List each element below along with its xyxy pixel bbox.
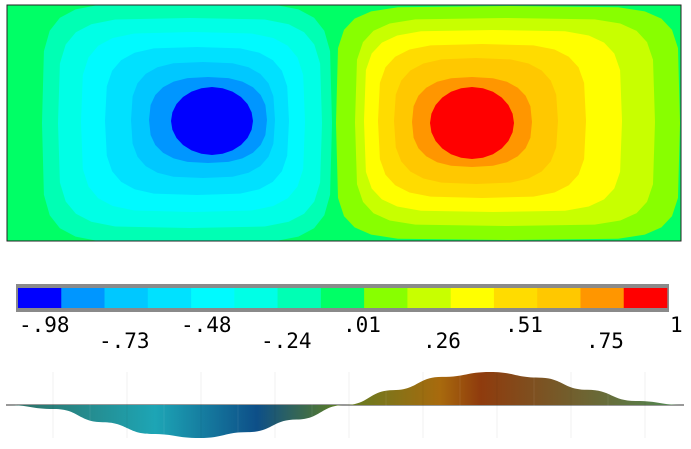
colorbar-swatch (277, 288, 322, 308)
colorbar-swatch (234, 288, 278, 308)
colorbar-swatch (407, 288, 451, 308)
colorbar-swatch (320, 288, 365, 308)
colorbar-swatch (537, 288, 581, 308)
colorbar-swatch (580, 288, 625, 308)
colorbar-label-top: -.48 (181, 313, 232, 337)
colorbar-labels: -.98 -.48 .01 .51 1 -.73 -.24 .26 .75 (19, 313, 683, 353)
colorbar-swatch (191, 288, 235, 308)
colorbar-label-top: .51 (505, 313, 543, 337)
colorbar-swatch (18, 288, 62, 308)
colorbar-swatch (623, 288, 668, 308)
colorbar-swatch (364, 288, 408, 308)
colorbar (16, 284, 669, 312)
profile-surface (6, 372, 684, 438)
negative-contour-band (171, 87, 253, 155)
colorbar-label-bottom: -.73 (99, 329, 150, 353)
colorbar-label-top: -.98 (19, 313, 70, 337)
colorbar-swatch (104, 288, 149, 308)
contour-map (7, 5, 681, 241)
colorbar-swatch (147, 288, 192, 308)
colorbar-label-bottom: .75 (586, 329, 624, 353)
profile-plot (6, 372, 684, 438)
colorbar-swatch (450, 288, 495, 308)
colorbar-label-bottom: .26 (423, 329, 461, 353)
colorbar-swatch (493, 288, 538, 308)
plot-frame (6, 4, 682, 242)
colorbar-label-bottom: -.24 (261, 329, 312, 353)
colorbar-label-top: .01 (343, 313, 381, 337)
colorbar-swatch (61, 288, 105, 308)
positive-contour-band (430, 87, 514, 159)
colorbar-label-top: 1 (670, 313, 683, 337)
